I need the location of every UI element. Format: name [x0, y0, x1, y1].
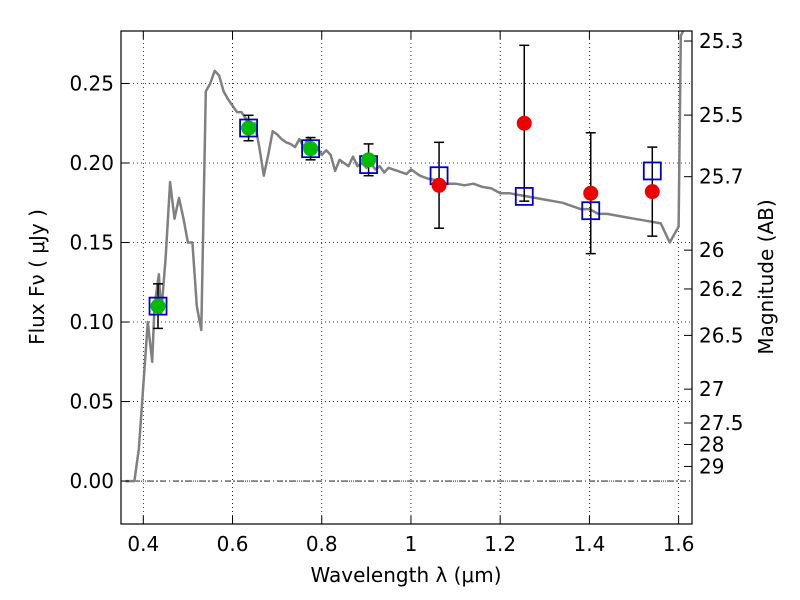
- magnitude-tick-label: 25.7: [699, 165, 744, 189]
- sed-line-layer: [125, 31, 685, 483]
- magnitude-tick-label: 27.5: [699, 411, 744, 435]
- plot-frame: [120, 30, 693, 525]
- optical-data-point: [241, 120, 257, 136]
- magnitude-tick-label: 27: [699, 377, 724, 401]
- optical-data-point: [361, 152, 377, 168]
- magnitude-tick-label: 26.5: [699, 323, 744, 347]
- y-tick-label: 0.05: [69, 390, 114, 414]
- magnitude-tick-label: 26.2: [699, 277, 744, 301]
- magnitude-tick-label: 25.3: [699, 29, 744, 53]
- y-tick-label: 0.10: [69, 310, 114, 334]
- observed-circle-layer: [150, 115, 660, 314]
- x-tick-label: 0.6: [217, 532, 249, 556]
- x-tick-label: 0.4: [127, 532, 159, 556]
- y-tick-label: 0.20: [69, 151, 114, 175]
- model-photometry-square: [239, 118, 258, 138]
- magnitude-tick-label: 26: [699, 238, 724, 262]
- model-photometry-square: [581, 201, 601, 221]
- model-square-layer: [148, 118, 662, 316]
- x-tick-label: 1.4: [573, 532, 605, 556]
- optical-data-point: [150, 298, 166, 314]
- y-tick-layer: 0.00 0.05 0.10 0.15 0.20 0.25: [69, 71, 129, 493]
- model-photometry-square: [642, 161, 662, 181]
- y-axis-label: Flux Fν ( μJy ): [25, 209, 49, 345]
- model-photometry-square: [301, 139, 320, 159]
- nir-data-point: [516, 115, 532, 131]
- sed-model-line: [125, 31, 685, 483]
- magnitude-tick-label: 25.5: [699, 103, 744, 127]
- x-tick-label: 1.2: [484, 532, 516, 556]
- y-tick-label: 0.25: [69, 71, 114, 95]
- optical-data-point: [303, 141, 319, 157]
- magnitude-tick-label: 29: [699, 454, 724, 478]
- nir-data-point: [431, 177, 447, 193]
- y-tick-label: 0.00: [69, 469, 114, 493]
- x-tick-layer: 0.4 0.6 0.8 1 1.2 1.4 1.6: [127, 31, 695, 556]
- plot-area: [125, 31, 685, 483]
- x-tick-label: 1: [405, 532, 418, 556]
- nir-data-point: [644, 184, 660, 200]
- model-photometry-square: [514, 186, 534, 206]
- magnitude-tick-label: 28: [699, 432, 724, 456]
- magnitude-axis-label: Magnitude (AB): [754, 199, 778, 354]
- x-tick-label: 0.8: [306, 532, 338, 556]
- nir-data-point: [583, 185, 599, 201]
- y-tick-label: 0.15: [69, 231, 114, 255]
- model-photometry-square: [148, 296, 168, 316]
- x-tick-label: 1.6: [663, 532, 695, 556]
- x-axis-label: Wavelength λ (μm): [310, 563, 501, 587]
